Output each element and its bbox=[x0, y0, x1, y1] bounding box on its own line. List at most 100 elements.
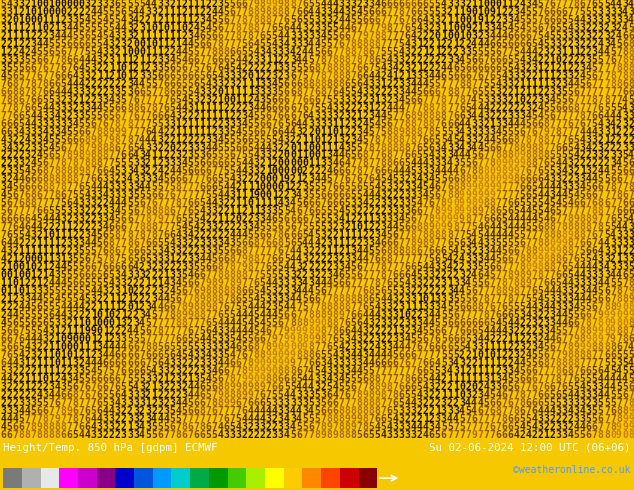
Text: 6: 6 bbox=[127, 342, 133, 352]
Text: 5: 5 bbox=[507, 302, 513, 312]
Text: 4: 4 bbox=[72, 79, 79, 89]
Text: 5: 5 bbox=[320, 39, 326, 49]
Text: 5: 5 bbox=[435, 7, 441, 17]
Text: 2: 2 bbox=[574, 63, 579, 73]
Text: 4: 4 bbox=[417, 326, 423, 336]
Text: 4: 4 bbox=[538, 39, 543, 49]
Text: 2: 2 bbox=[399, 71, 404, 81]
Text: 6: 6 bbox=[489, 398, 495, 408]
Text: 3: 3 bbox=[351, 254, 356, 264]
Text: 4: 4 bbox=[453, 358, 459, 368]
Text: 6: 6 bbox=[6, 87, 12, 97]
Text: 7: 7 bbox=[338, 390, 344, 400]
Text: 4: 4 bbox=[375, 182, 380, 193]
Text: 1: 1 bbox=[187, 126, 193, 137]
Text: 7: 7 bbox=[375, 366, 380, 376]
Text: 8: 8 bbox=[550, 262, 555, 272]
Text: 3: 3 bbox=[145, 421, 151, 432]
Text: 7: 7 bbox=[495, 302, 501, 312]
Text: 5: 5 bbox=[181, 87, 187, 97]
Text: 5: 5 bbox=[326, 206, 332, 216]
Text: 3: 3 bbox=[175, 374, 181, 384]
Text: 5: 5 bbox=[278, 206, 283, 216]
Text: 5: 5 bbox=[133, 143, 139, 152]
Text: 2: 2 bbox=[507, 87, 513, 97]
Text: 7: 7 bbox=[435, 95, 441, 105]
Text: 6: 6 bbox=[447, 182, 453, 193]
Text: 7: 7 bbox=[157, 95, 163, 105]
Text: 1: 1 bbox=[193, 0, 199, 9]
Text: 9: 9 bbox=[514, 167, 519, 176]
Text: 1: 1 bbox=[115, 63, 120, 73]
Text: 5: 5 bbox=[332, 206, 338, 216]
Text: 3: 3 bbox=[199, 342, 205, 352]
Text: 6: 6 bbox=[296, 430, 302, 440]
Text: 2: 2 bbox=[181, 358, 187, 368]
Text: 9: 9 bbox=[459, 206, 465, 216]
Text: 1: 1 bbox=[169, 31, 175, 41]
Text: 5: 5 bbox=[459, 158, 465, 169]
Text: 9: 9 bbox=[501, 174, 507, 184]
Text: 5: 5 bbox=[79, 31, 84, 41]
Text: 8: 8 bbox=[567, 214, 574, 224]
Text: 8: 8 bbox=[332, 79, 338, 89]
Text: 4: 4 bbox=[109, 198, 115, 208]
Text: 4: 4 bbox=[604, 366, 610, 376]
Text: 6: 6 bbox=[543, 158, 550, 169]
Text: 6: 6 bbox=[91, 119, 96, 128]
Text: 2: 2 bbox=[266, 302, 271, 312]
Text: 9: 9 bbox=[562, 350, 567, 360]
Text: 7: 7 bbox=[121, 230, 127, 240]
Text: 6: 6 bbox=[399, 390, 404, 400]
Text: 5: 5 bbox=[205, 390, 211, 400]
Text: 8: 8 bbox=[356, 167, 362, 176]
Text: 5: 5 bbox=[12, 350, 18, 360]
Text: 8: 8 bbox=[248, 262, 254, 272]
Text: 5: 5 bbox=[610, 390, 616, 400]
Text: 4: 4 bbox=[175, 406, 181, 416]
Text: 7: 7 bbox=[187, 174, 193, 184]
Text: 7: 7 bbox=[579, 206, 586, 216]
Text: 5: 5 bbox=[302, 294, 308, 304]
Text: 8: 8 bbox=[169, 310, 175, 320]
Text: 5: 5 bbox=[447, 246, 453, 256]
Text: 2: 2 bbox=[363, 95, 368, 105]
Text: 6: 6 bbox=[538, 398, 543, 408]
Text: 2: 2 bbox=[60, 246, 67, 256]
Text: 6: 6 bbox=[217, 63, 223, 73]
Text: 5: 5 bbox=[616, 167, 622, 176]
Text: 7: 7 bbox=[465, 87, 471, 97]
Text: 8: 8 bbox=[55, 190, 60, 200]
Text: 8: 8 bbox=[616, 318, 622, 328]
Text: 2: 2 bbox=[453, 398, 459, 408]
Text: 5: 5 bbox=[489, 79, 495, 89]
Text: 2: 2 bbox=[326, 135, 332, 145]
Text: 3: 3 bbox=[211, 350, 217, 360]
Text: 0: 0 bbox=[604, 318, 610, 328]
Text: 7: 7 bbox=[447, 102, 453, 113]
Text: 5: 5 bbox=[18, 167, 24, 176]
Text: 7: 7 bbox=[115, 150, 120, 161]
Text: 7: 7 bbox=[211, 63, 217, 73]
Text: 5: 5 bbox=[622, 150, 628, 161]
Text: 4: 4 bbox=[187, 350, 193, 360]
Text: 7: 7 bbox=[139, 119, 145, 128]
Text: 9: 9 bbox=[290, 350, 296, 360]
Text: 3: 3 bbox=[48, 126, 55, 137]
Text: 6: 6 bbox=[205, 39, 211, 49]
Text: 7: 7 bbox=[538, 382, 543, 392]
Text: 5: 5 bbox=[598, 406, 604, 416]
Text: 6: 6 bbox=[12, 71, 18, 81]
Text: 5: 5 bbox=[404, 95, 410, 105]
Text: 2: 2 bbox=[531, 326, 537, 336]
Text: 4: 4 bbox=[380, 430, 386, 440]
Text: 4: 4 bbox=[290, 254, 296, 264]
Text: 8: 8 bbox=[471, 206, 477, 216]
Text: 4: 4 bbox=[302, 286, 308, 296]
Text: 5: 5 bbox=[84, 294, 91, 304]
Text: 7: 7 bbox=[326, 286, 332, 296]
Text: 3: 3 bbox=[12, 167, 18, 176]
Text: 3: 3 bbox=[404, 198, 410, 208]
Text: 8: 8 bbox=[230, 278, 235, 288]
Text: 3: 3 bbox=[399, 406, 404, 416]
